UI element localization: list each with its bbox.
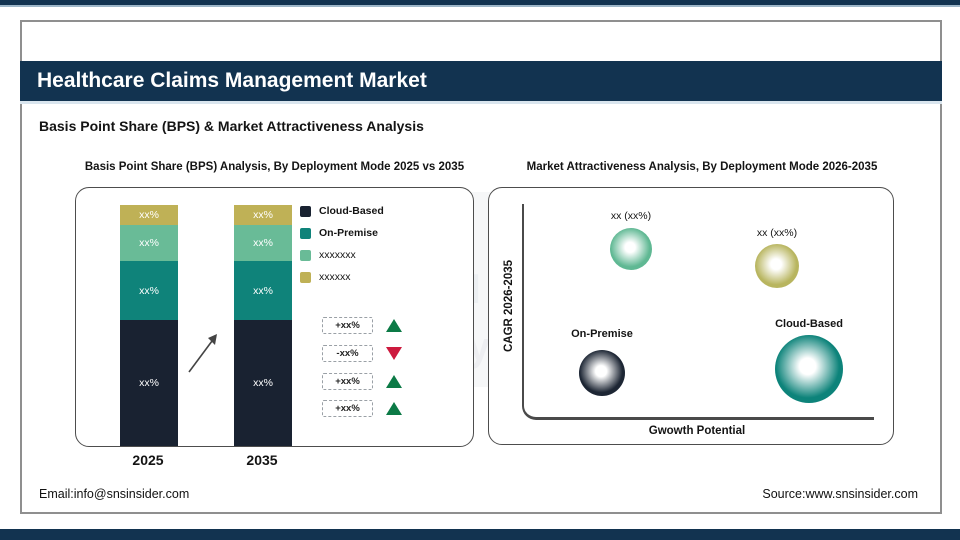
legend-label: xxxxxx <box>319 271 351 283</box>
segment-value-label: xx% <box>139 377 159 390</box>
growth-arrow-icon <box>188 334 217 373</box>
bar-segment: xx% <box>120 205 178 225</box>
stacked-bar-2025: xx% xx% xx% xx% <box>120 205 178 446</box>
segment-value-label: xx% <box>253 377 273 390</box>
bps-chart-panel: xx% xx% xx% xx% xx% xx% xx% xx% <box>75 187 474 447</box>
bar-segment: xx% <box>234 205 292 225</box>
segment-value-label: xx% <box>253 284 273 297</box>
top-accent-bar <box>0 0 960 7</box>
legend-swatch <box>300 227 311 239</box>
bubble-label: xx (xx%) <box>610 210 652 222</box>
y-axis-label: CAGR 2026-2035 <box>503 259 515 353</box>
legend-item-placeholder-2: xxxxxx <box>300 271 384 283</box>
segment-value-label: xx% <box>139 237 159 250</box>
bps-change-row: -xx% <box>322 345 402 362</box>
bps-chart-title: Basis Point Share (BPS) Analysis, By Dep… <box>84 161 465 173</box>
x-axis-label: Gwowth Potential <box>648 425 746 437</box>
legend-item-placeholder-1: xxxxxxx <box>300 249 384 261</box>
bps-change-value: +xx% <box>322 317 373 334</box>
segment-value-label: xx% <box>253 237 273 250</box>
attractiveness-chart-panel: CAGR 2026-2035 Gwowth Potential xx (xx%)… <box>488 187 894 445</box>
bubble-label-on-premise: On-Premise <box>571 328 633 340</box>
bubble-label-cloud-based: Cloud-Based <box>775 318 843 330</box>
legend-label: Cloud-Based <box>319 205 384 217</box>
bubble-label: xx (xx%) <box>756 227 798 239</box>
report-title: Healthcare Claims Management Market <box>37 69 427 92</box>
trend-up-icon <box>386 319 402 332</box>
legend-label: xxxxxxx <box>319 249 356 261</box>
legend-swatch <box>300 271 311 283</box>
bps-legend: Cloud-Based On-Premise xxxxxxx xxxxxx <box>300 205 384 293</box>
bar-segment: xx% <box>234 261 292 321</box>
x-axis-label-2025: 2025 <box>132 452 164 468</box>
bps-change-value: -xx% <box>322 345 373 362</box>
bubble-khaki <box>755 244 799 288</box>
legend-item-on-premise: On-Premise <box>300 227 384 239</box>
report-subtitle: Basis Point Share (BPS) & Market Attract… <box>39 118 424 134</box>
trend-down-icon <box>386 347 402 360</box>
legend-label: On-Premise <box>319 227 378 239</box>
legend-item-cloud-based: Cloud-Based <box>300 205 384 217</box>
chart-axes: CAGR 2026-2035 <box>503 204 874 420</box>
bar-segment: xx% <box>234 225 292 262</box>
bar-segment: xx% <box>234 320 292 446</box>
trend-up-icon <box>386 402 402 415</box>
bar-segment: xx% <box>120 261 178 321</box>
x-axis-label-2035: 2035 <box>246 452 278 468</box>
legend-swatch <box>300 249 311 261</box>
bps-change-value: +xx% <box>322 400 373 417</box>
segment-value-label: xx% <box>253 209 273 221</box>
attractiveness-chart-title: Market Attractiveness Analysis, By Deplo… <box>526 161 878 173</box>
segment-value-label: xx% <box>139 284 159 297</box>
bubble-cloud-based <box>775 335 843 403</box>
bottom-accent-bar <box>0 529 960 540</box>
legend-swatch <box>300 205 311 217</box>
report-title-banner: Healthcare Claims Management Market <box>20 61 942 104</box>
contact-email: Email:info@snsinsider.com <box>39 487 190 501</box>
stacked-bar-2035: xx% xx% xx% xx% <box>234 205 292 446</box>
source-url: Source:www.snsinsider.com <box>762 487 918 501</box>
bar-segment: xx% <box>120 320 178 446</box>
content-frame: & INSIDER Strategy & Stats Healthcare Cl… <box>20 20 942 514</box>
segment-value-label: xx% <box>139 209 159 221</box>
bps-change-row: +xx% <box>322 373 402 390</box>
trend-up-icon <box>386 375 402 388</box>
bps-change-row: +xx% <box>322 400 402 417</box>
bubble-on-premise <box>579 350 625 396</box>
bps-change-row: +xx% <box>322 317 402 334</box>
bar-segment: xx% <box>120 225 178 262</box>
bubble-seafoam <box>610 228 652 270</box>
bps-change-value: +xx% <box>322 373 373 390</box>
